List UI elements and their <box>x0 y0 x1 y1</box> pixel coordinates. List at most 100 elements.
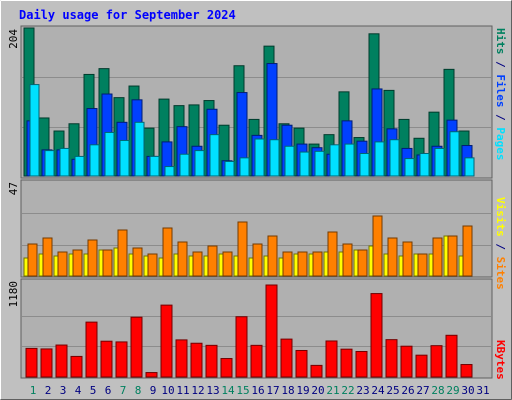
bar-sites-day-17 <box>267 235 278 277</box>
x-tick-label-day-27: 27 <box>416 384 429 397</box>
x-tick-label-day-19: 19 <box>296 384 309 397</box>
bar-sites-day-7 <box>117 229 128 277</box>
bar-kbytes-day-21 <box>325 340 338 378</box>
bar-kbytes-day-3 <box>55 344 68 378</box>
x-tick-label-day-21: 21 <box>326 384 339 397</box>
bar-sites-day-11 <box>177 241 188 277</box>
bar-kbytes-day-28 <box>430 345 443 378</box>
bar-pages-day-2 <box>44 150 55 177</box>
bar-sites-day-26 <box>402 241 413 277</box>
bar-pages-day-27 <box>419 153 430 177</box>
x-tick-label-day-8: 8 <box>135 384 142 397</box>
legend-pages: Pages <box>494 127 507 160</box>
legend-hits: Hits <box>494 28 507 55</box>
bar-kbytes-day-10 <box>160 304 173 378</box>
bar-kbytes-day-26 <box>400 345 413 378</box>
x-tick-label-day-9: 9 <box>150 384 157 397</box>
bar-sites-day-8 <box>132 247 143 277</box>
x-tick-label-day-22: 22 <box>341 384 354 397</box>
x-tick-label-day-29: 29 <box>446 384 459 397</box>
bar-kbytes-day-19 <box>295 349 308 378</box>
x-tick-label-day-5: 5 <box>90 384 97 397</box>
bar-sites-day-24 <box>372 215 383 277</box>
bar-sites-day-9 <box>147 253 158 277</box>
bar-pages-day-9 <box>149 155 160 177</box>
bar-pages-day-4 <box>74 155 85 177</box>
bar-sites-day-16 <box>252 243 263 277</box>
bar-kbytes-day-25 <box>385 339 398 378</box>
bar-sites-day-30 <box>462 225 473 277</box>
visits-legend: Visits / Sites <box>494 197 507 290</box>
bar-kbytes-day-16 <box>250 344 263 378</box>
bar-pages-day-7 <box>119 139 130 177</box>
bar-pages-day-18 <box>284 145 295 177</box>
bar-kbytes-day-7 <box>115 341 128 378</box>
bar-pages-day-20 <box>314 150 325 177</box>
bar-sites-day-1 <box>27 243 38 277</box>
kbytes-legend: KBytes <box>494 340 507 380</box>
x-tick-label-day-20: 20 <box>311 384 324 397</box>
bars <box>23 27 475 378</box>
x-tick-label-day-24: 24 <box>371 384 385 397</box>
bar-sites-day-10 <box>162 227 173 277</box>
bar-kbytes-day-5 <box>85 321 98 378</box>
hits-legend: Hits / Files / Pages <box>494 28 507 161</box>
bar-sites-day-13 <box>207 245 218 277</box>
bar-kbytes-day-22 <box>340 348 353 378</box>
bar-pages-day-19 <box>299 151 310 177</box>
kbytes-ymax-label: 1180 <box>7 281 20 308</box>
bar-pages-day-16 <box>254 138 265 177</box>
x-tick-label-day-18: 18 <box>281 384 294 397</box>
bar-kbytes-day-18 <box>280 338 293 378</box>
bar-kbytes-day-11 <box>175 339 188 378</box>
bar-kbytes-day-13 <box>205 344 218 378</box>
x-tick-label-day-25: 25 <box>386 384 399 397</box>
bar-kbytes-day-6 <box>100 340 113 378</box>
bar-sites-day-25 <box>387 237 398 277</box>
legend-visits: Visits <box>494 197 507 237</box>
bar-sites-day-18 <box>282 251 293 277</box>
bar-pages-day-21 <box>329 144 340 177</box>
bar-kbytes-day-14 <box>220 358 233 378</box>
x-tick-label-day-16: 16 <box>251 384 264 397</box>
x-tick-label-day-1: 1 <box>30 384 37 397</box>
bar-pages-day-11 <box>179 153 190 177</box>
bar-pages-day-24 <box>374 141 385 177</box>
x-axis-labels: 1 2 3 4 5 6 7 8 9 10 11 12 13 14 15 16 17 18 19 20 21 22 23 24 2… <box>30 384 490 397</box>
x-tick-label-day-17: 17 <box>266 384 279 397</box>
x-tick-label-day-12: 12 <box>191 384 204 397</box>
x-tick-label-day-30: 30 <box>461 384 474 397</box>
bar-kbytes-day-17 <box>265 284 278 378</box>
bar-pages-day-6 <box>104 131 115 177</box>
x-tick-label-day-3: 3 <box>60 384 67 397</box>
bar-kbytes-day-27 <box>415 354 428 378</box>
bar-sites-day-14 <box>222 251 233 277</box>
bar-kbytes-day-30 <box>460 364 473 378</box>
bar-pages-day-3 <box>59 147 70 177</box>
bar-pages-day-8 <box>134 121 145 177</box>
bar-sites-day-22 <box>342 243 353 277</box>
visits-ymax-label: 47 <box>7 182 20 195</box>
bar-sites-day-20 <box>312 251 323 277</box>
bar-pages-day-1 <box>29 84 40 177</box>
legend-separator: / <box>494 55 507 75</box>
bar-sites-day-15 <box>237 221 248 277</box>
bar-sites-day-28 <box>432 237 443 277</box>
bar-kbytes-day-15 <box>235 316 248 378</box>
bar-pages-day-15 <box>239 157 250 177</box>
bar-sites-day-3 <box>57 251 68 277</box>
bar-kbytes-day-2 <box>40 348 53 378</box>
bar-sites-day-5 <box>87 239 98 277</box>
hits-ymax-label: 204 <box>7 29 20 49</box>
bar-kbytes-day-12 <box>190 342 203 378</box>
x-tick-label-day-23: 23 <box>356 384 369 397</box>
x-tick-label-day-4: 4 <box>75 384 82 397</box>
bar-kbytes-day-29 <box>445 334 458 378</box>
bar-pages-day-26 <box>404 158 415 177</box>
bar-pages-day-10 <box>164 166 175 177</box>
bar-sites-day-29 <box>447 235 458 277</box>
legend-separator: / <box>494 108 507 128</box>
x-tick-label-day-2: 2 <box>45 384 52 397</box>
bar-sites-day-2 <box>42 237 53 277</box>
